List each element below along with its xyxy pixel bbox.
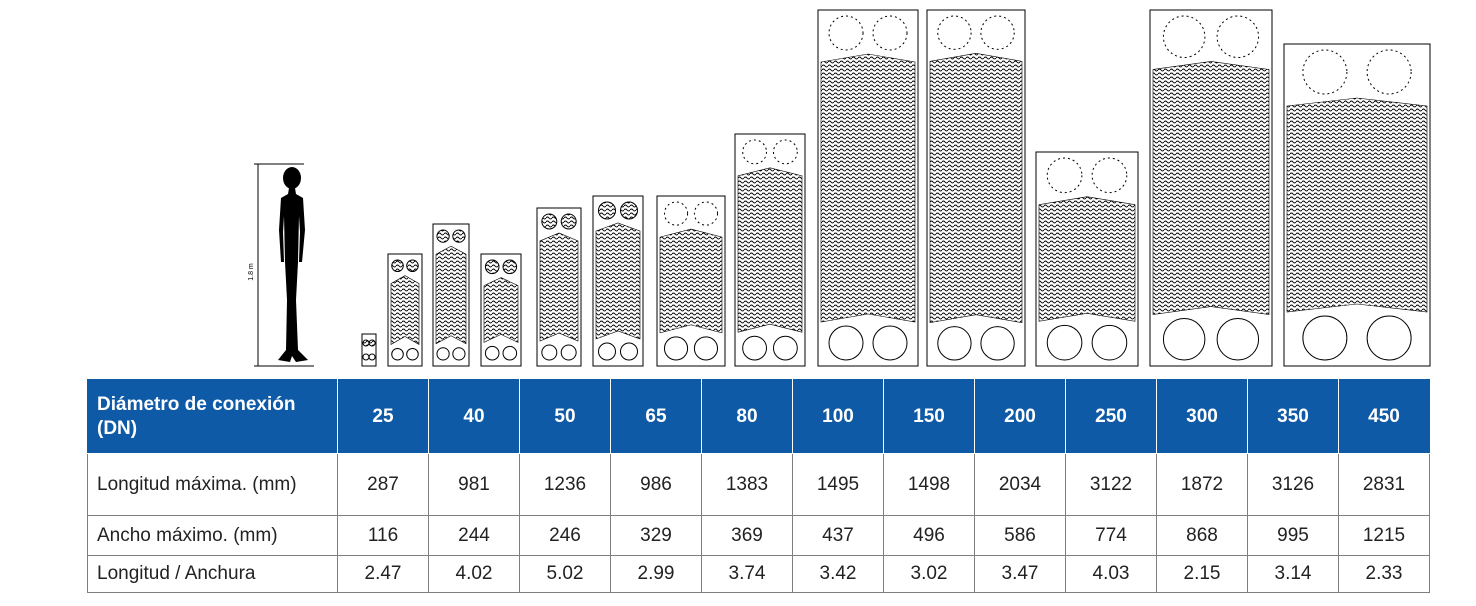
table-cell: 5.02	[519, 555, 611, 593]
table-cell: 3122	[1065, 453, 1157, 516]
heat-exchanger-unit	[1283, 43, 1431, 367]
row-label: Longitud máxima. (mm)	[87, 453, 338, 516]
table-cell: 3.47	[974, 555, 1066, 593]
header-label-cell: Diámetro de conexión (DN)	[87, 379, 338, 454]
table-cell: 3.02	[883, 555, 975, 593]
heat-exchanger-unit	[734, 133, 806, 367]
table-cell: 868	[1156, 515, 1248, 556]
column-header-dn: 25	[337, 379, 429, 454]
row-label: Ancho máximo. (mm)	[87, 515, 338, 556]
table-cell: 2831	[1338, 453, 1430, 516]
heat-exchanger-unit	[361, 333, 377, 367]
column-header-dn: 50	[519, 379, 611, 454]
heat-exchanger-unit	[536, 207, 582, 367]
table-cell: 1498	[883, 453, 975, 516]
table-cell: 3126	[1247, 453, 1339, 516]
table-cell: 586	[974, 515, 1066, 556]
column-header-dn: 150	[883, 379, 975, 454]
table-cell: 1383	[701, 453, 793, 516]
table-cell: 329	[610, 515, 702, 556]
table-cell: 1236	[519, 453, 611, 516]
column-header-dn: 65	[610, 379, 702, 454]
table-cell: 369	[701, 515, 793, 556]
column-header-dn: 300	[1156, 379, 1248, 454]
table-cell: 2.47	[337, 555, 429, 593]
heat-exchanger-unit	[480, 253, 522, 367]
heat-exchanger-unit	[432, 223, 470, 367]
table-cell: 2034	[974, 453, 1066, 516]
human-silhouette-figure: 1.8 m	[248, 163, 314, 367]
heat-exchanger-unit	[1035, 151, 1139, 367]
spec-table: Diámetro de conexión (DN) 25 40 50 65 80…	[87, 379, 1430, 593]
table-cell: 4.03	[1065, 555, 1157, 593]
table-cell: 1215	[1338, 515, 1430, 556]
column-header-dn: 450	[1338, 379, 1430, 454]
column-header-dn: 40	[428, 379, 520, 454]
heat-exchanger-size-illustration: 1.8 m	[248, 9, 1431, 367]
table-cell: 2.33	[1338, 555, 1430, 593]
table-row-ratio: Longitud / Anchura 2.47 4.02 5.02 2.99 3…	[87, 555, 1430, 593]
table-cell: 2.99	[610, 555, 702, 593]
column-header-dn: 100	[792, 379, 884, 454]
table-cell: 981	[428, 453, 520, 516]
heat-exchanger-unit	[656, 195, 726, 367]
row-label: Longitud / Anchura	[87, 555, 338, 593]
heat-exchanger-unit	[817, 9, 919, 367]
table-cell: 1495	[792, 453, 884, 516]
table-row-max-width: Ancho máximo. (mm) 116 244 246 329 369 4…	[87, 515, 1430, 556]
column-header-dn: 80	[701, 379, 793, 454]
column-header-dn: 350	[1247, 379, 1339, 454]
table-cell: 995	[1247, 515, 1339, 556]
column-header-dn: 200	[974, 379, 1066, 454]
table-cell: 2.15	[1156, 555, 1248, 593]
table-cell: 246	[519, 515, 611, 556]
table-cell: 3.14	[1247, 555, 1339, 593]
table-cell: 3.74	[701, 555, 793, 593]
table-header-row: Diámetro de conexión (DN) 25 40 50 65 80…	[87, 379, 1430, 454]
column-header-dn: 250	[1065, 379, 1157, 454]
table-cell: 3.42	[792, 555, 884, 593]
table-cell: 116	[337, 515, 429, 556]
human-height-label: 1.8 m	[248, 263, 255, 281]
table-cell: 287	[337, 453, 429, 516]
table-row-max-length: Longitud máxima. (mm) 287 981 1236 986 1…	[87, 453, 1430, 516]
heat-exchanger-unit	[926, 9, 1026, 367]
heat-exchanger-unit	[387, 253, 423, 367]
heat-exchanger-unit	[1149, 9, 1273, 367]
table-cell: 986	[610, 453, 702, 516]
heat-exchanger-unit	[592, 195, 644, 367]
table-cell: 437	[792, 515, 884, 556]
table-cell: 244	[428, 515, 520, 556]
table-cell: 496	[883, 515, 975, 556]
table-cell: 774	[1065, 515, 1157, 556]
table-cell: 1872	[1156, 453, 1248, 516]
table-cell: 4.02	[428, 555, 520, 593]
